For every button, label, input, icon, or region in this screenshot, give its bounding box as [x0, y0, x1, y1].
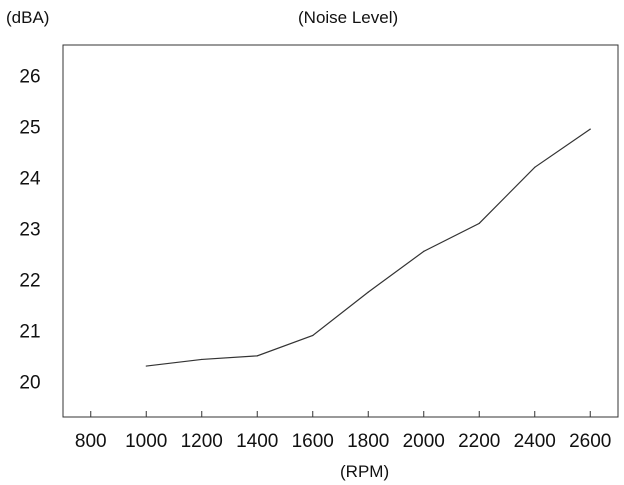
data-point — [478, 222, 480, 224]
data-point — [534, 166, 536, 168]
data-point — [145, 365, 147, 367]
y-tick-label: 24 — [19, 168, 41, 189]
data-point — [256, 355, 258, 357]
data-point — [423, 250, 425, 252]
y-tick-label: 26 — [19, 67, 40, 88]
x-tick-label: 1600 — [292, 431, 334, 452]
y-tick-label: 20 — [19, 372, 40, 393]
data-point — [201, 358, 203, 361]
x-tick-label: 2000 — [403, 431, 445, 452]
plot-frame — [62, 44, 619, 418]
series-line — [146, 128, 591, 367]
y-tick-label: 22 — [19, 270, 40, 291]
x-tick-label: 1200 — [181, 431, 223, 452]
x-tick-label: 2200 — [458, 431, 500, 452]
y-axis-label: (dBA) — [6, 8, 50, 27]
x-tick-label: 1400 — [236, 431, 278, 452]
x-tick-label: 2600 — [569, 431, 611, 452]
x-tick-label: 800 — [75, 431, 107, 452]
x-tick-label: 1000 — [125, 431, 167, 452]
data-point — [312, 334, 314, 337]
data-point — [589, 128, 591, 130]
y-tick-label: 21 — [19, 321, 40, 342]
y-tick-label: 23 — [19, 219, 40, 240]
chart-title: (Noise Level) — [298, 8, 399, 27]
x-tick-label: 1800 — [347, 431, 389, 452]
x-tick-label: 2400 — [514, 431, 556, 452]
x-axis-label: (RPM) — [340, 462, 390, 481]
y-tick-label: 25 — [19, 118, 40, 139]
data-point — [367, 291, 369, 293]
